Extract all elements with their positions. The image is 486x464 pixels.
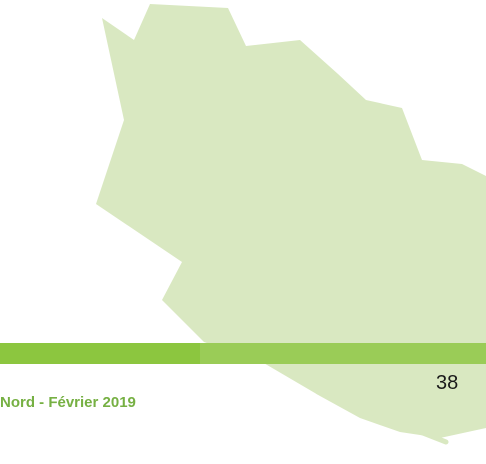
footer-bar-highlight	[200, 343, 486, 364]
leaf	[96, 4, 486, 438]
footer-text: Nord - Février 2019	[0, 394, 136, 411]
leaf-stem	[315, 389, 449, 445]
page-number: 38	[436, 372, 459, 394]
